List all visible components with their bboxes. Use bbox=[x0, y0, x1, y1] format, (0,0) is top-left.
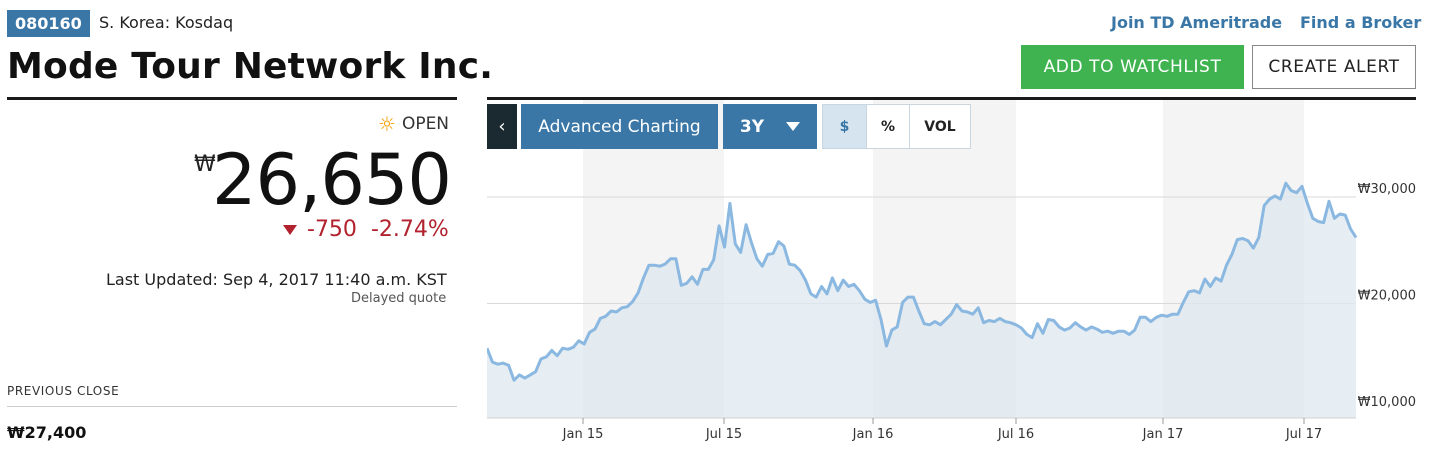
delayed-quote-note: Delayed quote bbox=[351, 291, 447, 306]
market-status: ☼ OPEN bbox=[378, 114, 449, 134]
chevron-left-icon: ‹ bbox=[498, 116, 506, 137]
create-alert-button[interactable]: CREATE ALERT bbox=[1252, 45, 1416, 89]
chevron-down-icon bbox=[786, 122, 801, 131]
change-value: -750 bbox=[307, 217, 357, 242]
y-tick-label: ₩30,000 bbox=[1358, 182, 1416, 197]
price-line bbox=[487, 181, 1358, 382]
x-tick-label: Jan 17 bbox=[1142, 427, 1184, 442]
price-area bbox=[487, 183, 1356, 418]
down-triangle-icon bbox=[283, 224, 297, 235]
x-tick-label: Jan 15 bbox=[562, 427, 604, 442]
x-tick-label: Jul 17 bbox=[1285, 427, 1322, 442]
last-price: 26,650 bbox=[212, 139, 452, 221]
market-status-label: OPEN bbox=[401, 114, 450, 134]
exchange-label: S. Korea: Kosdaq bbox=[99, 13, 234, 32]
price-change: -750 -2.74% bbox=[283, 217, 449, 242]
last-updated: Last Updated: Sep 4, 2017 11:40 a.m. KST bbox=[106, 270, 447, 289]
ticker-badge: 080160 bbox=[7, 10, 90, 37]
collapse-button[interactable]: ‹ bbox=[487, 104, 517, 149]
advanced-charting-button[interactable]: Advanced Charting bbox=[521, 104, 718, 149]
sun-icon: ☼ bbox=[378, 112, 396, 136]
range-select-value: 3Y bbox=[739, 116, 765, 137]
y-tick-label: ₩10,000 bbox=[1358, 395, 1416, 410]
mode-volume-button[interactable]: VOL bbox=[909, 104, 971, 149]
join-td-ameritrade-link[interactable]: Join TD Ameritrade bbox=[1111, 13, 1283, 32]
chart-top-divider bbox=[487, 97, 1416, 100]
header-divider bbox=[7, 97, 457, 100]
previous-close-label: PREVIOUS CLOSE bbox=[7, 384, 120, 398]
previous-close-divider bbox=[7, 406, 457, 407]
price-chart: Jan 15 Jul 15 Jan 16 Jul 16 Jan 17 Jul 17 ₩10,… bbox=[487, 100, 1416, 442]
previous-close-value: ₩27,400 bbox=[7, 423, 87, 442]
add-to-watchlist-button[interactable]: ADD TO WATCHLIST bbox=[1021, 45, 1244, 89]
find-a-broker-link[interactable]: Find a Broker bbox=[1300, 13, 1422, 32]
mode-dollar-button[interactable]: $ bbox=[822, 104, 867, 149]
mode-percent-button[interactable]: % bbox=[866, 104, 910, 149]
x-tick-label: Jul 16 bbox=[997, 427, 1034, 442]
change-percent: -2.74% bbox=[370, 217, 449, 242]
x-tick-label: Jul 15 bbox=[705, 427, 742, 442]
range-select[interactable]: 3Y bbox=[723, 104, 817, 149]
currency-symbol: ₩ bbox=[194, 152, 216, 177]
x-tick-label: Jan 16 bbox=[852, 427, 894, 442]
y-tick-label: ₩20,000 bbox=[1358, 289, 1416, 304]
company-name: Mode Tour Network Inc. bbox=[7, 46, 494, 87]
